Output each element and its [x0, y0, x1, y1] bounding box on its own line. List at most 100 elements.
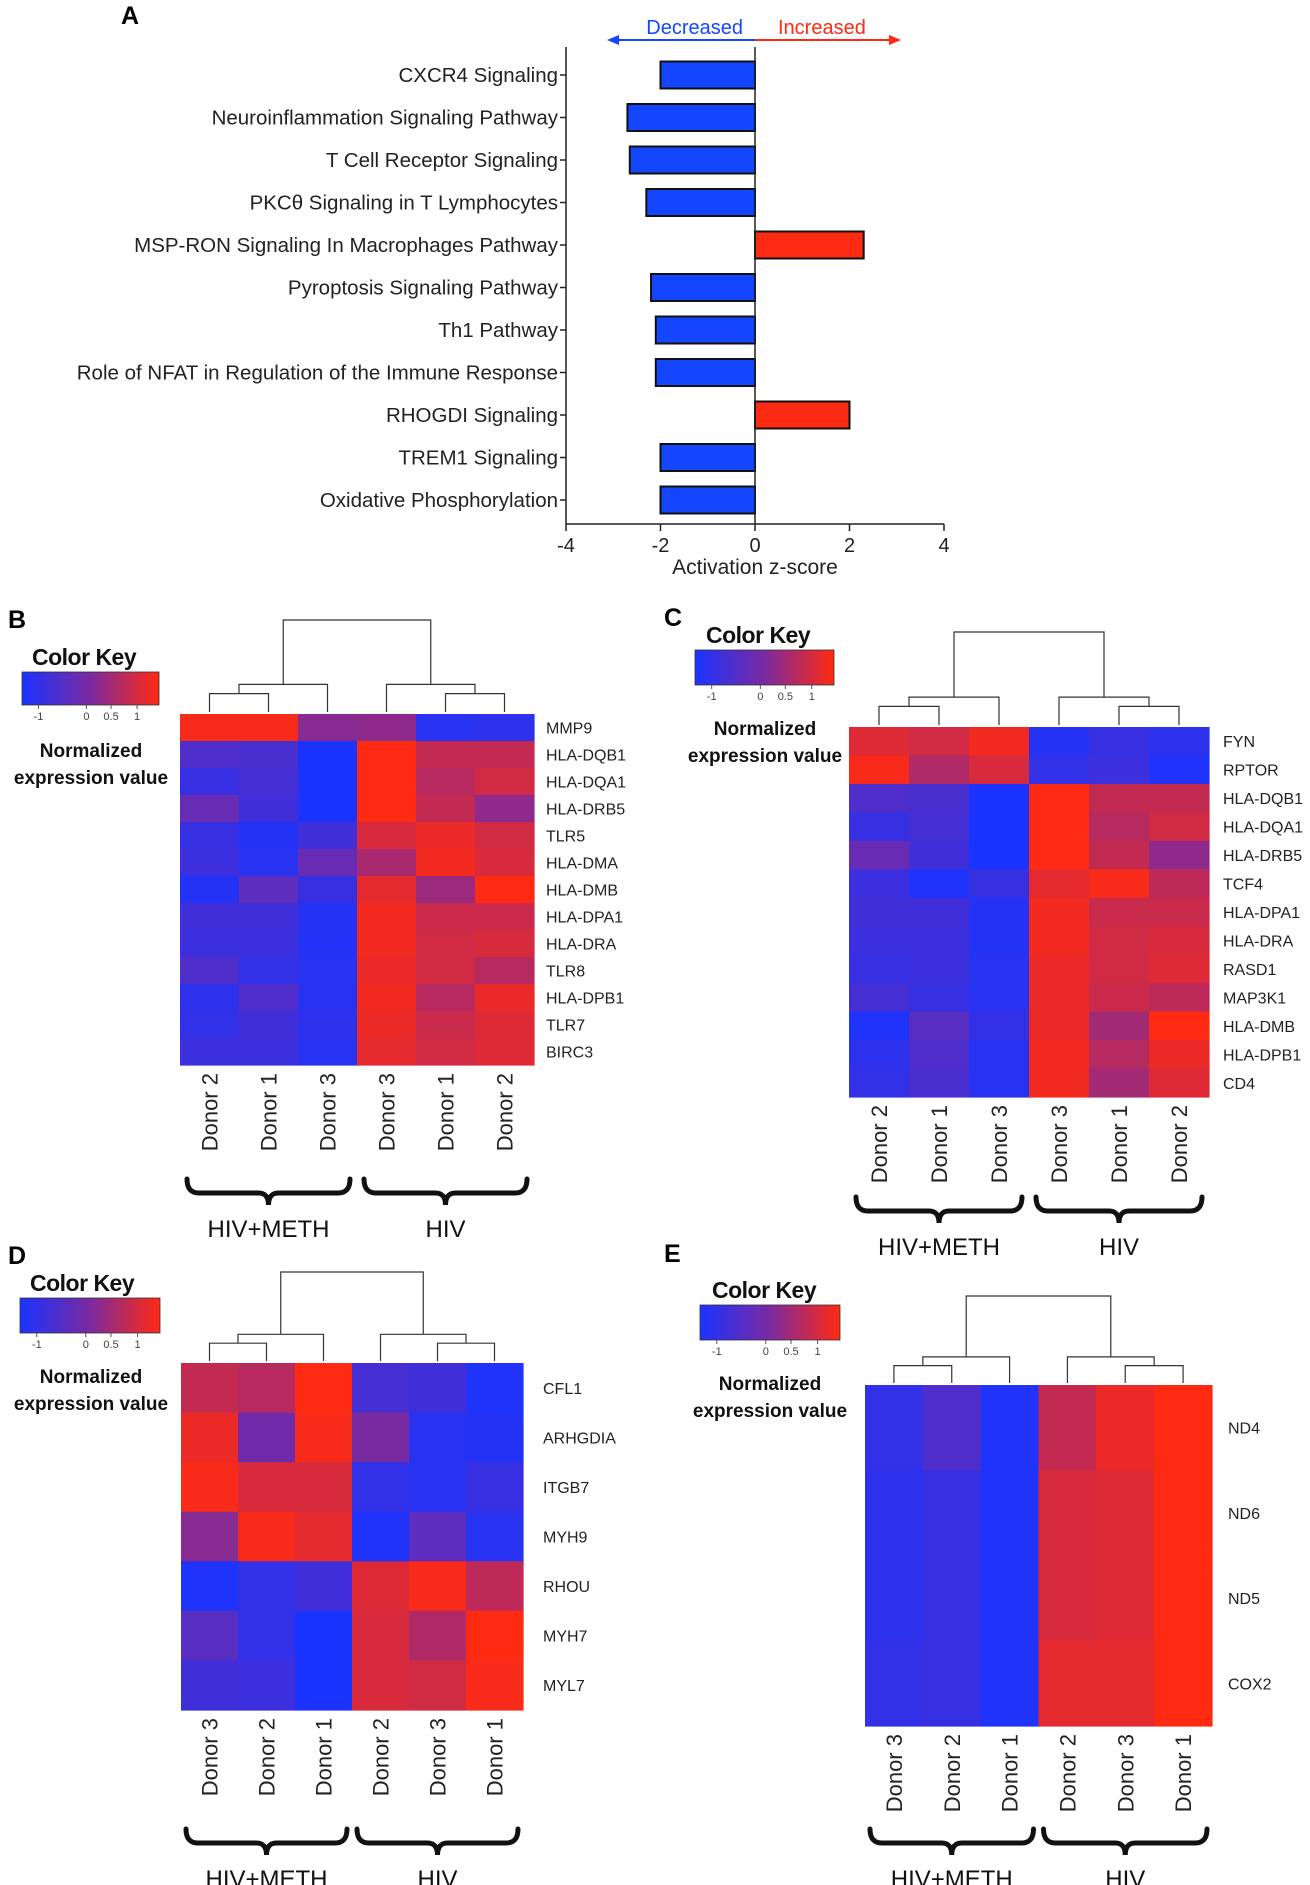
column-label: Donor 2 [198, 1073, 223, 1151]
dendrogram-branch [953, 631, 1105, 698]
heatmap-cell [849, 755, 910, 785]
heatmap-cell [1149, 755, 1210, 785]
heatmap-cell [239, 822, 299, 850]
column-label: Donor 1 [1171, 1734, 1196, 1812]
heatmap-cell [1149, 783, 1210, 813]
heatmap-cell [180, 768, 240, 796]
heatmap-cell [475, 714, 535, 742]
heatmap-cell [239, 1011, 299, 1039]
panel-label-c: C [664, 604, 682, 632]
heatmap-cell [475, 1038, 535, 1066]
heatmap-cell [180, 795, 240, 823]
row-label: HLA-DPA1 [1223, 905, 1300, 922]
heatmap-cell [1089, 812, 1150, 842]
row-label: HLA-DRB5 [546, 802, 625, 819]
heatmap-cell [298, 957, 358, 985]
row-label: ND4 [1228, 1421, 1260, 1438]
color-key-tick-label: 0.5 [103, 1339, 118, 1351]
heatmap-cell [239, 714, 299, 742]
heatmap-cell [409, 1462, 467, 1513]
heatmap-cell [849, 1068, 910, 1098]
column-label: Donor 1 [1107, 1105, 1132, 1183]
heatmap-cell [352, 1561, 410, 1612]
dendrogram-branch [1118, 705, 1180, 725]
heatmap-cell [909, 755, 970, 785]
heatmap-cell [849, 926, 910, 956]
heatmap-cell [181, 1412, 239, 1463]
group-label: HIV [1105, 1866, 1145, 1885]
heatmap-cell [475, 741, 535, 769]
heatmap-cell [849, 983, 910, 1013]
category-label: T Cell Receptor Signaling [326, 149, 558, 172]
heatmap-cell [865, 1640, 924, 1727]
dendrogram-branch [379, 1333, 467, 1361]
color-key-tick-label: -1 [32, 1339, 42, 1351]
decreased-arrowhead [607, 35, 619, 45]
heatmap-cell [475, 957, 535, 985]
heatmap-cell [849, 897, 910, 927]
heatmap-cell [1149, 869, 1210, 899]
heatmap-cell [909, 983, 970, 1013]
group-label: HIV+METH [878, 1234, 1000, 1261]
heatmap-cell [1149, 1068, 1210, 1098]
heatmap-cell [238, 1511, 296, 1562]
column-label: Donor 3 [375, 1073, 400, 1151]
row-label: MYL7 [543, 1678, 585, 1695]
heatmap-cell [969, 1068, 1030, 1098]
row-label: HLA-DRA [1223, 933, 1294, 950]
row-label: HLA-DQB1 [546, 748, 626, 765]
column-label: Donor 1 [312, 1718, 337, 1796]
dendrogram-branch [1066, 1356, 1155, 1383]
color-key-label-line1: Normalized [719, 1374, 821, 1395]
heatmap-cell [969, 954, 1030, 984]
color-key-tick-label: 0.5 [783, 1346, 798, 1358]
dendrogram-branch [1124, 1365, 1184, 1383]
color-key-gradient [21, 671, 160, 706]
row-label: ND5 [1228, 1591, 1260, 1608]
heatmap-cell [980, 1470, 1040, 1557]
heatmap-cell [180, 714, 240, 742]
heatmap-cell [352, 1462, 410, 1513]
bar-1 [659, 60, 756, 90]
row-label: MMP9 [546, 721, 592, 738]
row-label: TCF4 [1223, 877, 1263, 894]
direction-label-decreased: Decreased [646, 17, 743, 39]
row-label: CFL1 [543, 1381, 582, 1398]
heatmap-cell [969, 840, 1030, 870]
heatmap-cell [909, 897, 970, 927]
heatmap-cell [1089, 983, 1150, 1013]
panel-c-heatmap: C Color Key -1 0 0.5 1 Normalized expression va… [664, 604, 1303, 1261]
heatmap-cell [980, 1640, 1040, 1727]
heatmap-cell [239, 1038, 299, 1066]
heatmap-cell [180, 822, 240, 850]
heatmap-cell [909, 954, 970, 984]
heatmap-cell [1029, 954, 1090, 984]
heatmap-cell [1029, 1040, 1090, 1070]
heatmap-cell [239, 741, 299, 769]
heatmap-cell [239, 984, 299, 1012]
heatmap-cell [849, 840, 910, 870]
heatmap-cell [1038, 1555, 1097, 1642]
heatmap-cell [475, 849, 535, 877]
color-key-gradient [699, 1304, 841, 1341]
heatmap-cell [416, 714, 476, 742]
heatmap-cell [1089, 897, 1150, 927]
heatmap-cell [357, 714, 417, 742]
heatmap-cell [298, 822, 358, 850]
heatmap-cell [1089, 1068, 1150, 1098]
row-label: ITGB7 [543, 1480, 589, 1497]
color-key-label-line2: expression value [688, 746, 842, 767]
heatmap-cell [466, 1363, 524, 1414]
heatmap-cell [1149, 954, 1210, 984]
heatmap-cell [1089, 783, 1150, 813]
heatmap-cell [239, 876, 299, 904]
column-label: Donor 3 [1113, 1734, 1138, 1812]
heatmap-cell [181, 1462, 239, 1513]
heatmap-cell [295, 1610, 353, 1662]
dendrogram-branch [238, 683, 329, 712]
heatmap-cell [922, 1385, 982, 1471]
category-label: TREM1 Signaling [398, 447, 558, 470]
column-label: Donor 3 [882, 1734, 907, 1812]
heatmap-cell [1154, 1385, 1213, 1471]
